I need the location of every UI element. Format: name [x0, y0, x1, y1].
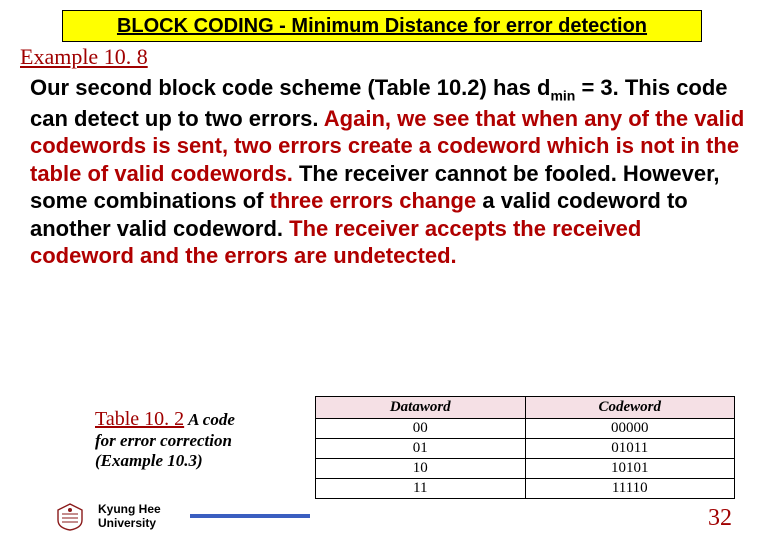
body-highlight-2: three errors change	[270, 188, 483, 213]
uni-line1: Kyung Hee	[98, 502, 161, 516]
cell-codeword: 00000	[525, 419, 735, 439]
table-row: 11 11110	[316, 479, 735, 499]
col-header-dataword: Dataword	[316, 397, 526, 419]
table-header-row: Dataword Codeword	[316, 397, 735, 419]
code-table: Dataword Codeword 00 00000 01 01011 10 1…	[315, 396, 735, 499]
decorative-line	[190, 514, 310, 518]
example-label: Example 10. 8	[20, 44, 148, 70]
university-name: Kyung Hee University	[98, 503, 161, 531]
header-title: BLOCK CODING - Minimum Distance for erro…	[117, 15, 647, 38]
header-box: BLOCK CODING - Minimum Distance for erro…	[62, 10, 702, 42]
table-caption: Table 10. 2 A code for error correction …	[95, 408, 300, 471]
table-caption-label: Table 10. 2	[95, 408, 184, 430]
cell-codeword: 01011	[525, 439, 735, 459]
table-row: 00 00000	[316, 419, 735, 439]
cell-dataword: 00	[316, 419, 526, 439]
table-caption-desc1: A code	[188, 410, 235, 429]
footer: Kyung Hee University	[52, 502, 161, 532]
col-header-codeword: Codeword	[525, 397, 735, 419]
cell-codeword: 10101	[525, 459, 735, 479]
cell-dataword: 11	[316, 479, 526, 499]
table-row: 01 01011	[316, 439, 735, 459]
body-paragraph: Our second block code scheme (Table 10.2…	[30, 74, 750, 270]
page-number: 32	[708, 505, 732, 532]
university-crest-icon	[52, 502, 88, 532]
body-seg-1: Our second block code scheme (Table 10.2…	[30, 75, 550, 100]
code-table-wrap: Dataword Codeword 00 00000 01 01011 10 1…	[315, 396, 735, 499]
table-row: 10 10101	[316, 459, 735, 479]
body-sub-min: min	[550, 87, 575, 103]
table-caption-desc2: for error correction (Example 10.3)	[95, 431, 232, 470]
cell-codeword: 11110	[525, 479, 735, 499]
cell-dataword: 01	[316, 439, 526, 459]
uni-line2: University	[98, 516, 156, 530]
cell-dataword: 10	[316, 459, 526, 479]
